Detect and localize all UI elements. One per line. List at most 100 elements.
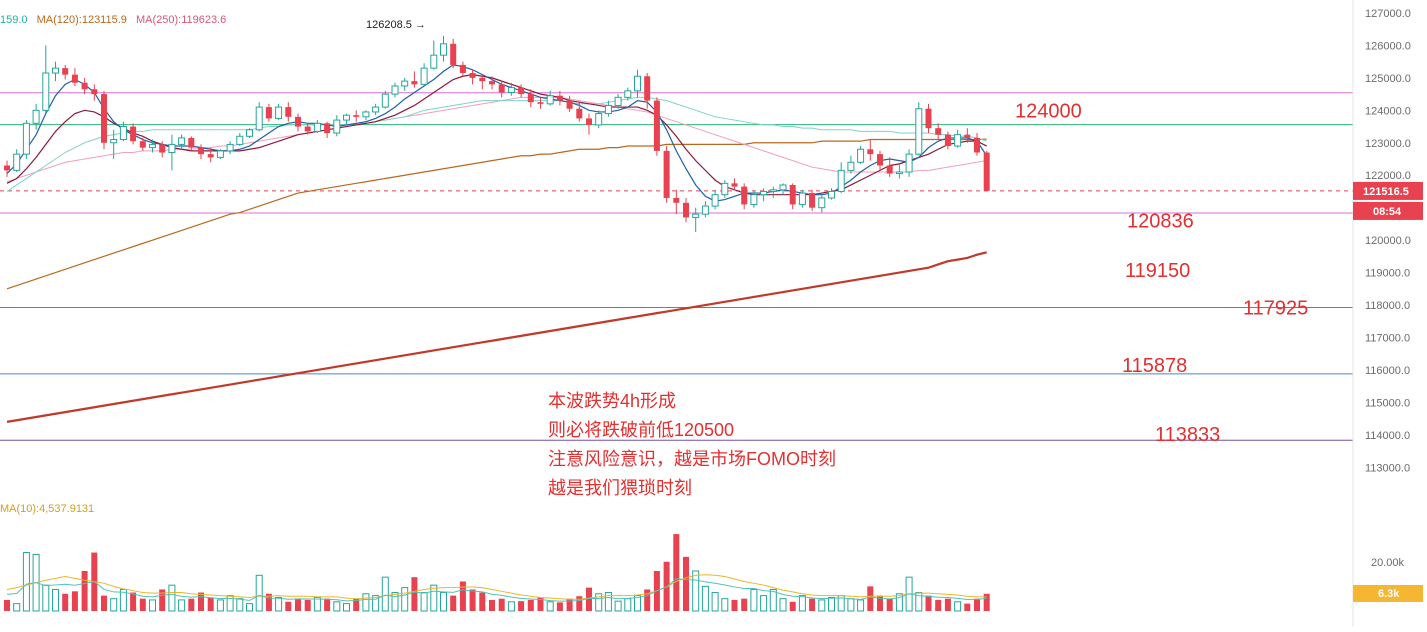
- volume-bar: [644, 589, 651, 611]
- candle-body: [915, 108, 923, 155]
- volume-bar: [479, 592, 486, 611]
- candle-body: [168, 143, 176, 154]
- price-tick-label: 114000.0: [1365, 430, 1410, 442]
- candle-body: [255, 106, 263, 131]
- candle-body: [964, 134, 971, 138]
- candle-body: [265, 107, 272, 119]
- candle-body: [644, 76, 651, 101]
- volume-bar: [576, 596, 583, 611]
- volume-bar: [411, 577, 418, 611]
- candle-body: [905, 153, 913, 173]
- volume-bar: [798, 595, 806, 612]
- candle-body: [673, 197, 680, 203]
- level-label: 120836: [1127, 211, 1194, 233]
- candle-body: [518, 87, 525, 95]
- volume-bar: [391, 592, 399, 612]
- candle-body: [895, 171, 903, 175]
- candle-body: [614, 96, 622, 106]
- volume-bar: [895, 593, 903, 612]
- volume-bar: [692, 570, 700, 612]
- volume-bar: [343, 603, 350, 612]
- current-volume-label: 6.3k: [1378, 588, 1400, 600]
- volume-bar: [207, 597, 214, 611]
- candle-body: [828, 190, 835, 199]
- candle-body: [721, 182, 729, 196]
- candle-body: [71, 74, 78, 83]
- candle-body: [692, 213, 700, 218]
- candle-body: [779, 184, 787, 191]
- volume-bar: [236, 598, 244, 612]
- moving-averages: [6, 64, 988, 423]
- candle-body: [226, 143, 234, 152]
- volume-bar: [711, 592, 719, 612]
- volume-bar: [372, 595, 380, 612]
- volume-bar: [527, 599, 534, 611]
- candle-body: [381, 93, 389, 108]
- annotation-line-1: 本波跌势4h形成: [548, 391, 677, 411]
- candle-body: [159, 144, 166, 153]
- volume-bar: [537, 597, 544, 611]
- volume-bar: [362, 593, 370, 612]
- volume-bar: [42, 584, 50, 612]
- volume-bar: [22, 552, 30, 612]
- volume-bar: [944, 598, 951, 611]
- candle-body: [4, 165, 10, 171]
- volume-bar: [925, 595, 932, 611]
- candle-body: [877, 154, 883, 166]
- level-label: 113833: [1155, 424, 1220, 446]
- candle-body: [91, 89, 98, 95]
- candle-body: [809, 193, 816, 208]
- volume-bar: [255, 574, 263, 612]
- candle-body: [857, 148, 865, 163]
- candle-body: [101, 94, 107, 143]
- volume-bar: [62, 593, 69, 611]
- price-tick-label: 120000.0: [1365, 235, 1411, 247]
- ma120-value: MA(120):123115.9: [36, 14, 127, 26]
- price-tick-label: 116000.0: [1365, 365, 1410, 377]
- price-axis: 127000.0 126000.0 125000.0 124000.0 123000.0…: [1352, 0, 1423, 627]
- volume-bar: [566, 598, 573, 611]
- ma-legend: 159.0 MA(120):123115.9 MA(250):119623.6: [0, 14, 226, 26]
- price-tick-label: 123000.0: [1365, 138, 1411, 150]
- candle-body: [479, 77, 486, 82]
- candle-body: [498, 84, 505, 93]
- candle-body: [188, 137, 195, 148]
- volume-bar: [828, 596, 835, 612]
- price-tick-label: 113000.0: [1365, 462, 1410, 474]
- annotation-line-2: 则必将跌破前低120500: [548, 420, 735, 440]
- volume-bar: [285, 601, 292, 611]
- candle-body: [576, 108, 583, 119]
- level-labels: 124000 120836 119150 117925 115878 113833 1262…: [366, 19, 1308, 446]
- volume-bar: [857, 599, 865, 612]
- candle-body: [886, 165, 893, 174]
- volume-bar: [731, 599, 738, 611]
- candle-body: [750, 194, 758, 205]
- volume-bar: [81, 571, 88, 611]
- volume-bar: [546, 601, 554, 612]
- volume-bar: [498, 598, 505, 611]
- level-label: 124000: [1015, 100, 1082, 122]
- candle-body: [139, 141, 146, 148]
- volume-bar: [673, 534, 680, 611]
- volume-bar: [954, 601, 962, 612]
- volume-bar: [168, 584, 176, 612]
- candle-body: [149, 143, 156, 149]
- ma-pink-line: [6, 96, 987, 183]
- candle-body: [372, 106, 380, 113]
- volume-bar: [149, 599, 156, 612]
- candle-body: [489, 81, 495, 85]
- candle-body: [333, 119, 341, 134]
- candle-body: [925, 108, 932, 129]
- annotation-line-3: 注意风险意识，越是市场FOMO时刻: [548, 449, 836, 469]
- candle-body: [304, 126, 311, 132]
- volume-bar: [4, 599, 10, 611]
- volume-bar: [701, 585, 709, 612]
- volume-bar: [275, 596, 283, 612]
- candle-body: [837, 169, 845, 192]
- volume-bar: [760, 595, 768, 612]
- candle-body: [798, 192, 806, 205]
- volume-bar: [216, 599, 224, 612]
- current-price-tag: [1353, 181, 1423, 200]
